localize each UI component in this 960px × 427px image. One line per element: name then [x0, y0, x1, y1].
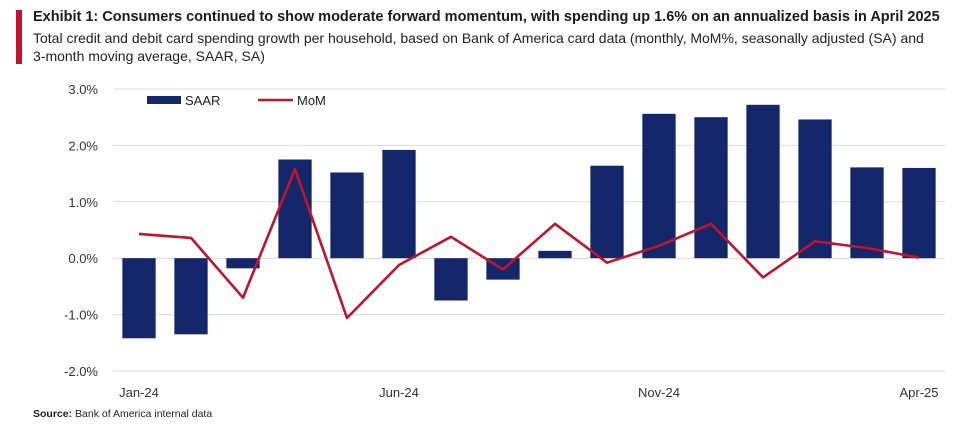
bar [226, 258, 260, 269]
bar [798, 119, 832, 259]
source-text: Bank of America internal data [75, 408, 213, 420]
x-tick-label: Nov-24 [638, 385, 680, 400]
chart-title: Exhibit 1: Consumers continued to show m… [33, 9, 940, 25]
bar [434, 258, 468, 301]
bar [538, 250, 572, 259]
bar [850, 167, 884, 259]
x-axis-ticks: Jan-24 Jun-24 Nov-24 Apr-25 [119, 385, 938, 400]
mom-line [138, 167, 920, 320]
bar-series [122, 104, 936, 339]
x-tick-label: Jun-24 [379, 385, 419, 400]
x-tick-label: Apr-25 [899, 385, 938, 400]
y-tick-label: -2.0% [64, 364, 98, 379]
bar [174, 258, 208, 335]
y-tick-label: 0.0% [68, 251, 98, 266]
bar [590, 165, 624, 259]
source-label: Source: [33, 408, 73, 420]
legend: SAAR MoM [147, 93, 326, 108]
legend-swatch-saar [147, 96, 181, 104]
source-note: Source: Bank of America internal data [33, 408, 212, 420]
bar [278, 159, 312, 259]
line-series [138, 167, 920, 320]
x-tick-label: Jan-24 [119, 385, 159, 400]
bar [902, 167, 936, 259]
chart: 3.0% 2.0% 1.0% 0.0% -1.0% -2.0% Jan-24 Jun-24 N… [64, 82, 945, 400]
bar [746, 104, 780, 259]
accent-bar [16, 10, 22, 64]
y-axis-ticks: 3.0% 2.0% 1.0% 0.0% -1.0% -2.0% [64, 82, 98, 379]
bar [122, 258, 156, 339]
y-tick-label: 3.0% [68, 82, 98, 97]
chart-subtitle: Total credit and debit card spending gro… [33, 30, 924, 64]
bar [330, 172, 364, 259]
y-tick-label: 1.0% [68, 195, 98, 210]
bar [382, 149, 416, 259]
y-tick-label: -1.0% [64, 308, 98, 323]
y-tick-label: 2.0% [68, 138, 98, 153]
legend-label-saar: SAAR [185, 93, 220, 108]
legend-label-mom: MoM [297, 93, 326, 108]
bar [642, 113, 676, 259]
